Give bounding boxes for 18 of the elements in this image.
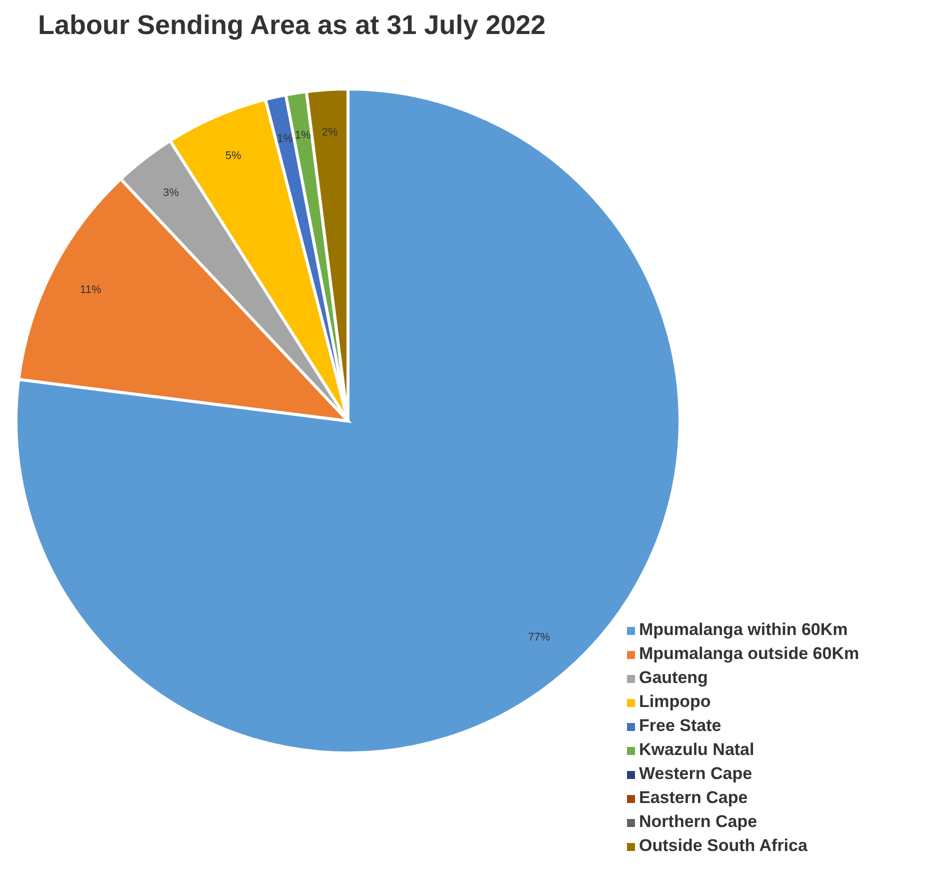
legend-label: Gauteng [639, 668, 708, 687]
legend-label: Northern Cape [639, 812, 758, 831]
legend-label: Free State [639, 716, 722, 735]
legend-label: Eastern Cape [639, 788, 748, 807]
chart-title: Labour Sending Area as at 31 July 2022 [38, 10, 546, 41]
data-label: 1% [277, 133, 294, 146]
legend-label: Kwazulu Natal [639, 740, 754, 759]
data-label: 1% [294, 130, 311, 142]
legend-label: Mpumalanga outside 60Km [639, 644, 860, 663]
legend-label: Limpopo [639, 692, 711, 711]
legend-label: Outside South Africa [639, 836, 808, 855]
data-label: 2% [322, 126, 338, 139]
legend-label: Mpumalanga within 60Km [639, 620, 848, 639]
data-label: 11% [80, 284, 102, 296]
legend-label: Western Cape [639, 764, 752, 783]
data-label: 5% [225, 150, 242, 162]
data-label: 3% [163, 186, 180, 199]
data-label: 77% [528, 632, 550, 644]
